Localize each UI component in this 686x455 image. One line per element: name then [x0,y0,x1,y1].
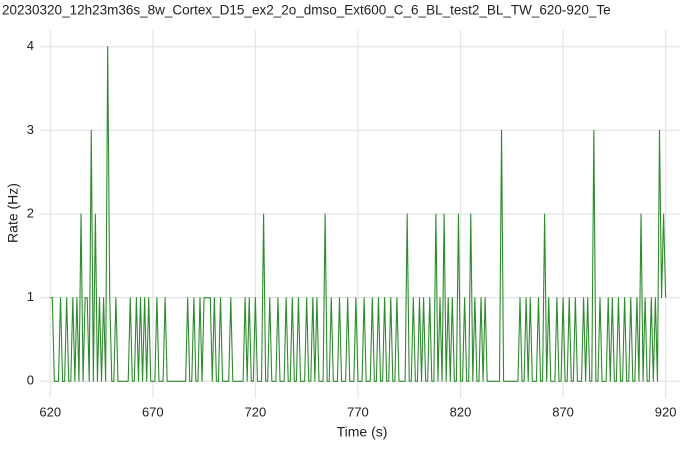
x-tick-label: 720 [245,404,267,419]
y-tick-label: 3 [27,122,34,137]
plot-area: 0 1 2 3 4 620 670 720 770 820 870 920 [27,30,680,419]
x-tick-label: 820 [450,404,472,419]
y-tick-label: 2 [27,205,34,220]
data-line [50,46,667,382]
x-tick-label: 920 [655,404,677,419]
y-tick-label: 1 [27,289,34,304]
x-axis-label: Time (s) [337,424,388,440]
x-tick-label: 870 [552,404,574,419]
y-tick-label: 4 [27,38,34,53]
x-tick-label: 620 [39,404,61,419]
y-axis-label: Rate (Hz) [5,183,21,243]
y-tick-label: 0 [27,373,34,388]
x-tick-label: 670 [142,404,164,419]
x-tick-label: 770 [347,404,369,419]
chart-title: 20230320_12h23m36s_8w_Cortex_D15_ex2_2o_… [2,3,611,18]
